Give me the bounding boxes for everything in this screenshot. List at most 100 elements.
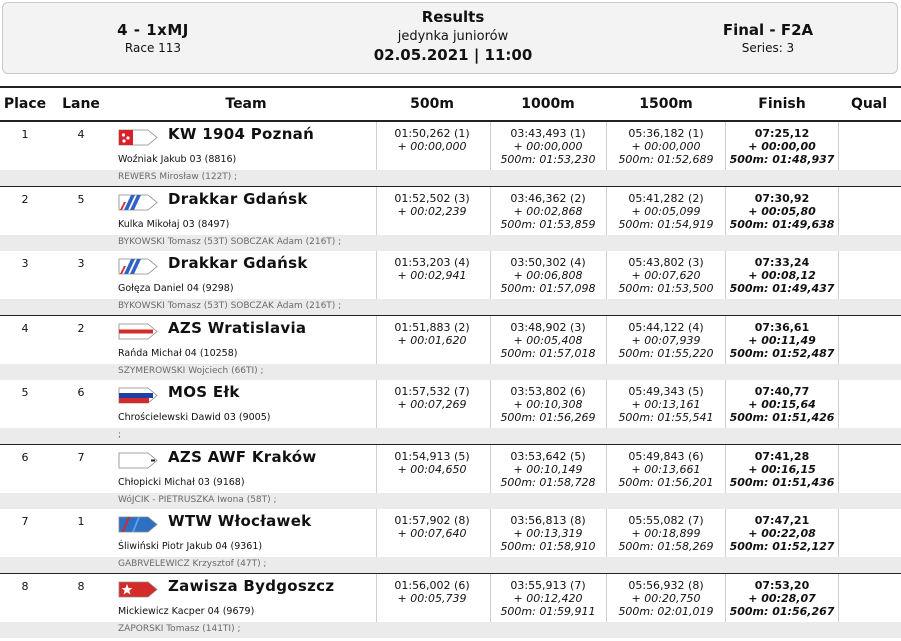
split-500m-diff: + 00:04,650 bbox=[397, 462, 467, 476]
split-1500m-time: 05:43,802 (3) bbox=[628, 256, 704, 269]
split-500m-diff: + 00:00,000 bbox=[397, 140, 467, 153]
race-date: 02.05.2021 | 11:00 bbox=[373, 46, 533, 64]
drakkar-gdansk-flag-icon bbox=[118, 194, 158, 211]
split-1500m-diff: + 00:20,750 bbox=[631, 591, 701, 605]
finish-diff: + 00:11,49 bbox=[748, 333, 816, 347]
column-divider bbox=[490, 122, 491, 170]
finish-time: 07:41,28 + 00:16,15 500m: 01:51,436 bbox=[728, 450, 836, 489]
split-500m-diff: + 00:05,739 bbox=[397, 591, 467, 605]
finish-pace: 500m: 01:51,426 bbox=[729, 411, 835, 424]
split-500m: 01:54,913 (5) + 00:04,650 bbox=[378, 450, 486, 476]
lane-cell: 1 bbox=[77, 515, 85, 528]
column-divider bbox=[376, 444, 377, 493]
finish-diff: + 00:08,12 bbox=[748, 269, 816, 282]
split-1500m-time: 05:49,343 (5) bbox=[628, 385, 704, 398]
finish-time-value: 07:41,28 bbox=[754, 449, 810, 463]
col-qual: Qual bbox=[850, 96, 888, 112]
split-1000m-time: 03:48,902 (3) bbox=[510, 320, 586, 334]
finish-time-value: 07:36,61 bbox=[754, 320, 810, 334]
rower-name: Gołęza Daniel 04 (9298) bbox=[118, 283, 234, 294]
split-1500m-pace: 500m: 01:58,269 bbox=[618, 540, 714, 553]
place-cell: 8 bbox=[21, 579, 29, 593]
split-1500m-pace: 500m: 01:52,689 bbox=[618, 153, 714, 166]
column-divider bbox=[490, 251, 491, 299]
split-500m-diff: + 00:07,269 bbox=[397, 398, 467, 411]
lane-cell: 3 bbox=[77, 257, 85, 270]
column-divider bbox=[606, 186, 607, 235]
split-500m-time: 01:57,532 (7) bbox=[394, 385, 470, 398]
split-1500m-time: 05:49,843 (6) bbox=[628, 449, 704, 463]
split-1500m-time: 05:56,932 (8) bbox=[628, 578, 704, 592]
table-row: 1 4 KW 1904 Poznań Woźniak Jakub 03 (881… bbox=[0, 122, 901, 187]
table-row: 7 1 WTW Włocławek Śliwiński Piotr Jakub … bbox=[0, 509, 901, 574]
column-divider bbox=[490, 380, 491, 428]
split-1500m: 05:36,182 (1) + 00:00,000 500m: 01:52,68… bbox=[610, 127, 722, 166]
table-row: 8 8 Zawisza Bydgoszcz Mickiewicz Kacper … bbox=[0, 573, 901, 638]
col-lane: Lane bbox=[62, 96, 100, 112]
column-divider bbox=[838, 380, 839, 428]
finish-time-value: 07:47,21 bbox=[754, 514, 810, 527]
azs-awf-krakow-flag-icon bbox=[118, 452, 158, 469]
place-cell: 6 bbox=[21, 450, 29, 464]
split-1000m-diff: + 00:00,000 bbox=[513, 140, 583, 153]
rower-name: Chrościelewski Dawid 03 (9005) bbox=[118, 412, 271, 423]
split-1500m-diff: + 00:00,000 bbox=[631, 140, 701, 153]
split-1500m-time: 05:55,082 (7) bbox=[628, 514, 704, 527]
split-500m: 01:56,002 (6) + 00:05,739 bbox=[378, 579, 486, 605]
split-500m: 01:57,532 (7) + 00:07,269 bbox=[378, 385, 486, 411]
split-1000m-diff: + 00:02,868 bbox=[513, 204, 583, 218]
column-divider bbox=[490, 444, 491, 493]
column-divider bbox=[725, 315, 726, 364]
team-name: WTW Włocławek bbox=[168, 512, 312, 530]
coach-names: GABRVELEWICZ Krzysztof (47T) ; bbox=[118, 559, 267, 569]
split-1000m-time: 03:55,913 (7) bbox=[510, 578, 586, 592]
split-1000m-time: 03:46,362 (2) bbox=[510, 191, 586, 205]
split-1000m: 03:56,813 (8) + 00:13,319 500m: 01:58,91… bbox=[493, 514, 603, 553]
column-divider bbox=[606, 251, 607, 299]
column-divider bbox=[490, 509, 491, 557]
column-divider bbox=[606, 380, 607, 428]
finish-time-value: 07:40,77 bbox=[754, 385, 810, 398]
split-1000m: 03:48,902 (3) + 00:05,408 500m: 01:57,01… bbox=[493, 321, 603, 360]
split-1000m-time: 03:50,302 (4) bbox=[510, 256, 586, 269]
column-divider bbox=[838, 444, 839, 493]
series-label: Series: 3 bbox=[741, 41, 795, 55]
place-cell: 1 bbox=[21, 128, 29, 141]
coach-band bbox=[0, 234, 901, 251]
place-cell: 2 bbox=[21, 192, 29, 206]
split-1000m-pace: 500m: 01:53,859 bbox=[500, 217, 596, 231]
split-1000m: 03:55,913 (7) + 00:12,420 500m: 01:59,91… bbox=[493, 579, 603, 618]
coach-names: ZAPORSKI Tomasz (141TI) ; bbox=[118, 623, 241, 634]
column-divider bbox=[606, 509, 607, 557]
split-500m-diff: + 00:02,941 bbox=[397, 269, 467, 282]
split-1000m-pace: 500m: 01:59,911 bbox=[500, 604, 596, 618]
split-1000m-diff: + 00:10,149 bbox=[513, 462, 583, 476]
column-divider bbox=[606, 315, 607, 364]
finish-diff: + 00:22,08 bbox=[748, 527, 816, 540]
split-500m-time: 01:57,902 (8) bbox=[394, 514, 470, 527]
finish-diff: + 00:16,15 bbox=[748, 462, 816, 476]
rower-name: Śliwiński Piotr Jakub 04 (9361) bbox=[118, 541, 263, 552]
column-divider bbox=[490, 573, 491, 622]
split-1000m: 03:53,642 (5) + 00:10,149 500m: 01:58,72… bbox=[493, 450, 603, 489]
split-500m-time: 01:53,203 (4) bbox=[394, 256, 470, 269]
column-divider bbox=[376, 186, 377, 235]
coach-band bbox=[0, 428, 901, 444]
split-1500m-time: 05:44,122 (4) bbox=[628, 320, 704, 334]
finish-time-value: 07:33,24 bbox=[754, 256, 810, 269]
coach-band bbox=[0, 363, 901, 380]
split-500m-diff: + 00:02,239 bbox=[397, 204, 467, 218]
col-finish: Finish bbox=[758, 96, 806, 112]
results-title-block: Results jedynka juniorów 02.05.2021 | 11… bbox=[333, 8, 573, 64]
split-1000m-pace: 500m: 01:57,098 bbox=[500, 282, 596, 295]
coach-names: REWERS Mirosław (122T) ; bbox=[118, 172, 238, 182]
split-500m: 01:53,203 (4) + 00:02,941 bbox=[378, 256, 486, 282]
column-divider bbox=[376, 380, 377, 428]
split-1500m-pace: 500m: 01:54,919 bbox=[618, 217, 714, 231]
coach-names: BYKOWSKI Tomasz (53T) SOBCZAK Adam (216T… bbox=[118, 301, 342, 311]
rower-name: Woźniak Jakub 03 (8816) bbox=[118, 154, 237, 165]
rower-name: Chłopicki Michał 03 (9168) bbox=[118, 476, 245, 488]
split-1000m-diff: + 00:12,420 bbox=[513, 591, 583, 605]
coach-band bbox=[0, 492, 901, 509]
finish-time: 07:30,92 + 00:05,80 500m: 01:49,638 bbox=[728, 192, 836, 231]
